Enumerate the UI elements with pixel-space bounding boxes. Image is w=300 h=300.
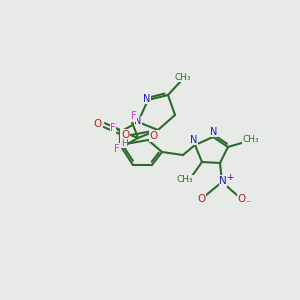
Text: N: N (219, 176, 227, 186)
Text: F: F (131, 111, 137, 121)
Text: N: N (143, 94, 151, 104)
Text: O: O (94, 119, 102, 129)
Text: N: N (190, 135, 198, 145)
Text: H: H (121, 139, 128, 148)
Text: O: O (238, 194, 246, 204)
Text: CH₃: CH₃ (243, 134, 259, 143)
Text: O: O (197, 194, 205, 204)
Text: O: O (121, 130, 129, 140)
Text: +: + (226, 172, 234, 182)
Text: ⁻: ⁻ (245, 199, 250, 209)
Text: CH₃: CH₃ (175, 73, 191, 82)
Text: F: F (114, 144, 120, 154)
Text: N: N (210, 127, 218, 137)
Text: F: F (110, 123, 116, 133)
Text: N: N (134, 116, 142, 126)
Text: CH₃: CH₃ (177, 176, 193, 184)
Text: O: O (150, 131, 158, 141)
